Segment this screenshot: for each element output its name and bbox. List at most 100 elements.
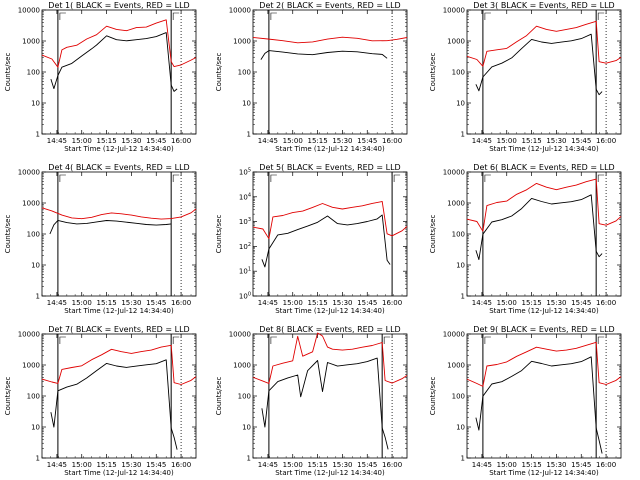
- x-tick-label: 15:45: [571, 137, 591, 145]
- x-tick-label: 15:00: [72, 137, 92, 145]
- plot-frame: [252, 333, 408, 459]
- x-axis-label: Start Time (12-Jul-12 14:34:40): [489, 145, 599, 153]
- marker-flag: [597, 12, 605, 20]
- marker-flag: [172, 336, 180, 344]
- detector-panel-7: Det 7( BLACK = Events, RED = LLD 1 10 100 10…: [4, 325, 197, 477]
- lld-series-line: [466, 20, 622, 67]
- y-tick-label: 1: [461, 455, 465, 463]
- lld-series-line: [41, 19, 197, 68]
- y-tick-label: 10: [31, 100, 40, 108]
- y-axis-label: Counts/sec: [4, 377, 12, 416]
- x-axis-label: Start Time (12-Jul-12 14:34:40): [489, 469, 599, 477]
- x-tick-label: 15:30: [546, 299, 566, 307]
- marker-flag: [270, 336, 277, 344]
- x-tick-label: 15:15: [96, 461, 116, 469]
- marker-flag: [484, 336, 491, 344]
- marker-flag: [59, 12, 66, 20]
- y-tick-label: 1000: [447, 362, 465, 370]
- x-axis-label: Start Time (12-Jul-12 14:34:40): [64, 469, 174, 477]
- x-tick-label: 16:00: [382, 461, 402, 469]
- x-tick-label: 15:00: [497, 461, 517, 469]
- marker-flag: [172, 12, 180, 20]
- y-tick-label: 100: [239, 292, 251, 301]
- x-tick-label: 15:15: [307, 137, 327, 145]
- y-tick-label: 10: [242, 100, 251, 108]
- x-tick-label: 15:30: [121, 299, 141, 307]
- x-tick-label: 14:45: [258, 299, 278, 307]
- detector-panel-2: Det 2( BLACK = Events, RED = LLD 1 10 100 10…: [215, 1, 408, 153]
- y-tick-label: 100: [452, 393, 465, 401]
- panel-title: Det 1( BLACK = Events, RED = LLD: [48, 1, 189, 10]
- y-tick-label: 10000: [18, 331, 40, 339]
- lld-series-line: [252, 332, 408, 384]
- detector-panel-4: Det 4( BLACK = Events, RED = LLD 1 10 100 10…: [4, 163, 197, 315]
- x-tick-label: 15:30: [332, 137, 352, 145]
- detector-panel-8: Det 8( BLACK = Events, RED = LLD 1 10 100 10…: [215, 325, 408, 477]
- x-tick-label: 15:45: [571, 461, 591, 469]
- marker-flag: [597, 336, 605, 344]
- x-tick-label: 14:45: [472, 137, 492, 145]
- plot-frame: [252, 171, 408, 297]
- y-tick-label: 1000: [233, 362, 251, 370]
- y-tick-label: 1000: [22, 200, 40, 208]
- x-tick-label: 15:30: [121, 461, 141, 469]
- marker-flag: [383, 336, 391, 344]
- events-series-line: [261, 214, 391, 268]
- x-tick-label: 14:45: [258, 461, 278, 469]
- marker-flag: [59, 336, 66, 344]
- panel-title: Det 7( BLACK = Events, RED = LLD: [48, 325, 189, 334]
- panel-title: Det 9( BLACK = Events, RED = LLD: [473, 325, 614, 334]
- x-tick-label: 15:45: [146, 299, 166, 307]
- detector-panel-6: Det 6( BLACK = Events, RED = LLD 1 10 100 10…: [429, 163, 622, 315]
- panel-title: Det 4( BLACK = Events, RED = LLD: [48, 163, 189, 172]
- x-tick-label: 15:15: [307, 299, 327, 307]
- y-tick-label: 105: [239, 168, 251, 177]
- y-tick-label: 100: [452, 231, 465, 239]
- x-tick-label: 15:45: [357, 137, 377, 145]
- y-tick-label: 10000: [443, 331, 465, 339]
- y-tick-label: 1: [36, 455, 40, 463]
- y-tick-label: 100: [27, 393, 40, 401]
- plot-frame: [466, 171, 622, 297]
- y-axis-label: Counts/sec: [215, 53, 223, 92]
- events-series-line: [475, 194, 603, 261]
- events-series-line: [475, 356, 603, 454]
- x-tick-label: 15:00: [72, 461, 92, 469]
- marker-flag: [597, 174, 605, 182]
- y-tick-label: 1000: [447, 200, 465, 208]
- events-series-line: [50, 32, 178, 92]
- y-tick-label: 10: [456, 100, 465, 108]
- y-tick-label: 1: [461, 131, 465, 139]
- x-tick-label: 14:45: [472, 461, 492, 469]
- panel-title: Det 8( BLACK = Events, RED = LLD: [259, 325, 400, 334]
- y-tick-label: 10000: [229, 7, 251, 15]
- y-tick-label: 10000: [18, 169, 40, 177]
- x-tick-label: 15:30: [332, 461, 352, 469]
- y-axis-label: Counts/sec: [429, 377, 437, 416]
- x-tick-label: 15:15: [96, 137, 116, 145]
- x-tick-label: 15:30: [546, 137, 566, 145]
- panel-title: Det 5( BLACK = Events, RED = LLD: [259, 163, 400, 172]
- x-axis-label: Start Time (12-Jul-12 14:34:40): [275, 145, 385, 153]
- x-tick-label: 14:45: [472, 299, 492, 307]
- marker-flag: [59, 174, 66, 182]
- panel-title: Det 2( BLACK = Events, RED = LLD: [259, 1, 400, 10]
- x-tick-label: 16:00: [596, 299, 616, 307]
- y-tick-label: 10: [31, 262, 40, 270]
- lld-series-line: [466, 341, 622, 387]
- x-tick-label: 15:00: [283, 137, 303, 145]
- events-series-line: [475, 33, 603, 96]
- x-tick-label: 14:45: [47, 137, 67, 145]
- detector-panel-5: Det 5( BLACK = Events, RED = LLD 100 101 10…: [215, 163, 408, 315]
- plot-frame: [252, 9, 408, 135]
- events-series-line: [49, 219, 172, 235]
- y-tick-label: 100: [452, 69, 465, 77]
- x-tick-label: 15:00: [497, 137, 517, 145]
- x-tick-label: 16:00: [171, 137, 191, 145]
- plot-frame: [466, 333, 622, 459]
- y-tick-label: 1: [247, 455, 251, 463]
- detector-panel-1: Det 1( BLACK = Events, RED = LLD 1 10 100 10…: [4, 1, 197, 153]
- y-axis-label: Counts/sec: [215, 377, 223, 416]
- y-tick-label: 100: [27, 231, 40, 239]
- x-tick-label: 15:15: [521, 299, 541, 307]
